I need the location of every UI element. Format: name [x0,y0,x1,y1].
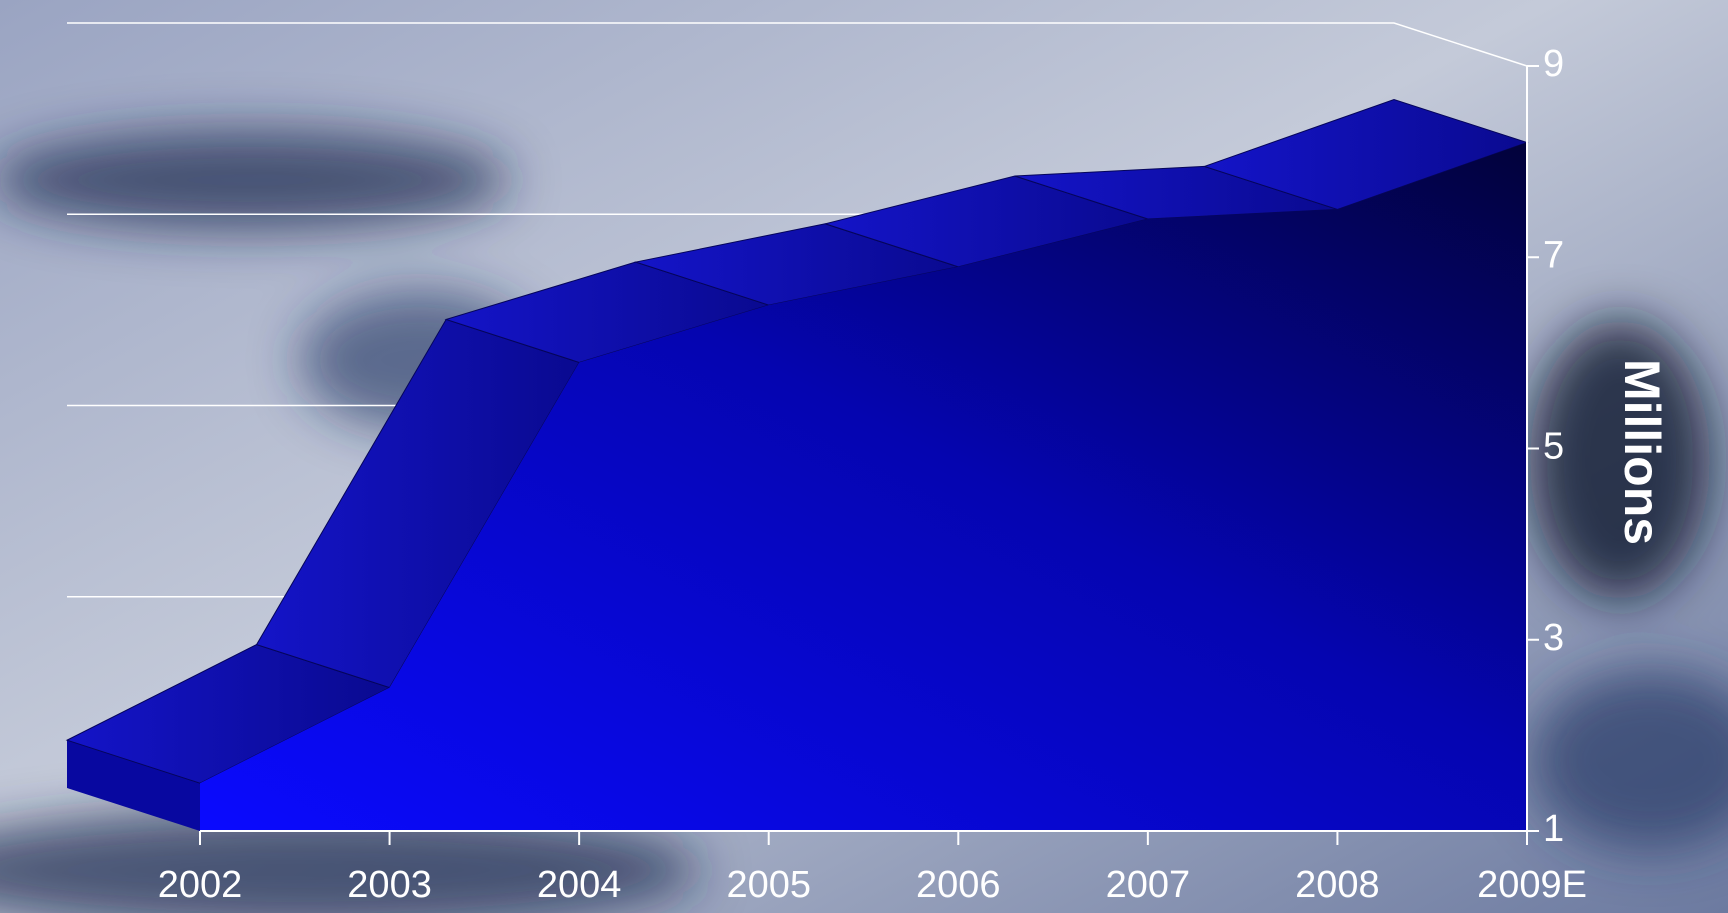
x-tick-label: 2002 [158,864,243,906]
x-tick-label: 2003 [347,864,432,906]
y-tick-label: 3 [1543,617,1564,659]
x-tick-label: 2009E [1477,864,1587,906]
x-tick-label: 2005 [726,864,811,906]
grid-line [67,22,1528,67]
y-tick-label: 7 [1543,234,1564,276]
x-tick-label: 2006 [916,864,1001,906]
y-tick-label: 1 [1543,808,1564,850]
x-tick-label: 2007 [1106,864,1191,906]
x-tick-label: 2008 [1295,864,1380,906]
x-tick-label: 2004 [537,864,622,906]
y-axis-label: Millions [1614,359,1670,545]
axes: 1 3 5 7 9 2002 2003 2004 2005 2006 2007 2008 2009E [158,43,1587,906]
area-front [200,142,1527,831]
y-tick-label: 5 [1543,426,1564,468]
y-tick-label: 9 [1543,43,1564,85]
area-group [65,98,1529,831]
side-face [67,740,200,831]
